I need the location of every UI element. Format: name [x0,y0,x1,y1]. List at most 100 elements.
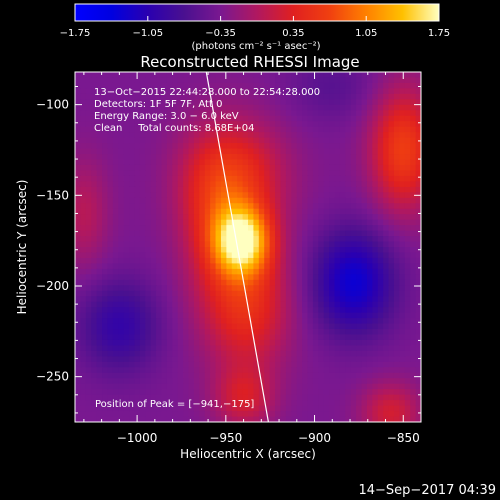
heatmap-pixel [388,416,395,422]
heatmap-pixel [210,236,217,243]
heatmap-pixel [242,383,249,390]
heatmap-pixel [248,203,255,210]
heatmap-pixel [350,290,357,297]
heatmap-pixel [156,154,163,161]
heatmap-pixel [166,350,173,357]
heatmap-pixel [264,219,271,226]
heatmap-pixel [134,307,141,314]
heatmap-pixel [118,279,125,286]
heatmap-pixel [302,159,309,166]
heatmap-pixel [345,252,352,259]
heatmap-pixel [123,88,130,95]
heatmap-pixel [334,82,341,90]
heatmap-pixel [339,143,346,150]
heatmap-pixel [291,389,298,396]
heatmap-pixel [307,214,314,221]
heatmap-pixel [134,110,141,117]
heatmap-pixel [204,405,211,412]
heatmap-pixel [377,99,384,106]
heatmap-pixel [102,143,109,150]
heatmap-pixel [264,110,271,117]
heatmap-pixel [275,296,282,303]
heatmap-pixel [253,345,260,352]
heatmap-pixel [388,208,395,215]
heatmap-pixel [415,378,421,385]
heatmap-pixel [75,72,82,79]
heatmap-pixel [231,143,238,150]
heatmap-pixel [258,400,265,407]
heatmap-pixel [302,323,309,330]
heatmap-pixel [393,296,400,303]
heatmap-pixel [404,110,411,117]
heatmap-pixel [156,203,163,210]
heatmap-pixel [388,110,395,117]
heatmap-pixel [91,411,98,418]
heatmap-pixel [404,345,411,352]
heatmap-pixel [248,405,255,412]
heatmap-pixel [345,389,352,396]
heatmap-pixel [91,104,98,111]
heatmap-pixel [334,164,341,172]
heatmap-pixel [318,121,325,128]
heatmap-pixel [242,400,249,407]
heatmap-pixel [329,104,336,111]
heatmap-pixel [275,394,282,401]
heatmap-pixel [204,214,211,221]
heatmap-pixel [312,186,319,193]
heatmap-pixel [388,411,395,418]
heatmap-pixel [361,350,368,357]
heatmap-pixel [75,164,82,172]
heatmap-pixel [415,405,421,412]
heatmap-pixel [350,121,357,128]
heatmap-pixel [215,405,222,412]
heatmap-pixel [102,104,109,111]
heatmap-pixel [91,356,98,363]
heatmap-pixel [323,175,330,182]
heatmap-pixel [129,301,136,308]
heatmap-pixel [264,99,271,106]
heatmap-pixel [291,88,298,95]
heatmap-pixel [193,115,200,122]
heatmap-pixel [366,312,373,319]
heatmap-pixel [258,252,265,259]
heatmap-pixel [220,77,227,84]
heatmap-pixel [404,170,411,177]
heatmap-pixel [177,115,184,122]
heatmap-pixel [166,378,173,385]
heatmap-pixel [220,274,227,281]
heatmap-pixel [296,329,303,336]
heatmap-pixel [291,154,298,161]
heatmap-pixel [204,175,211,182]
heatmap-pixel [269,88,276,95]
heatmap-pixel [107,208,114,215]
heatmap-pixel [366,361,373,368]
heatmap-pixel [75,110,82,117]
heatmap-pixel [356,99,363,106]
heatmap-pixel [275,416,282,422]
heatmap-pixel [356,143,363,150]
heatmap-pixel [356,296,363,303]
heatmap-pixel [404,307,411,314]
heatmap-pixel [404,312,411,319]
heatmap-pixel [204,356,211,363]
heatmap-pixel [172,257,179,265]
heatmap-pixel [307,121,314,128]
heatmap-pixel [275,345,282,352]
heatmap-pixel [204,345,211,352]
heatmap-pixel [102,132,109,139]
heatmap-pixel [345,99,352,106]
heatmap-pixel [172,372,179,379]
heatmap-pixel [231,247,238,254]
heatmap-pixel [161,159,168,166]
heatmap-pixel [75,279,82,286]
peak-position-label: Position of Peak = [−941,−175] [95,399,254,410]
heatmap-pixel [150,394,157,401]
heatmap-pixel [226,115,233,122]
heatmap-pixel [329,279,336,286]
heatmap-pixel [275,350,282,357]
heatmap-pixel [139,356,146,363]
heatmap-pixel [166,175,173,182]
heatmap-pixel [177,143,184,150]
heatmap-pixel [415,279,421,286]
heatmap-pixel [118,197,125,204]
